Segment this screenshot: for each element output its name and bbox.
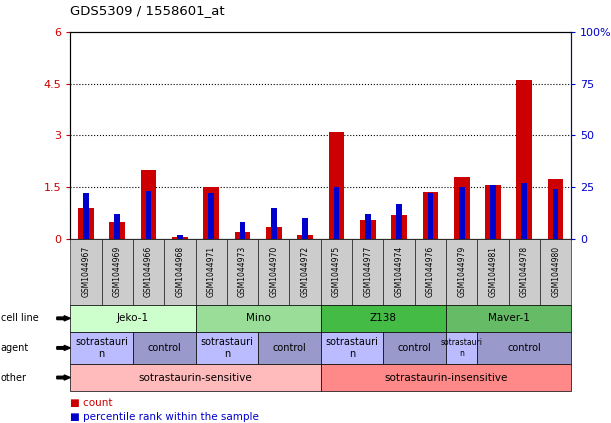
Text: Jeko-1: Jeko-1 <box>117 313 149 323</box>
Bar <box>78 208 93 239</box>
Text: control: control <box>273 343 306 353</box>
Text: control: control <box>508 343 541 353</box>
Bar <box>240 222 245 239</box>
Bar <box>360 220 376 239</box>
Text: Z138: Z138 <box>370 313 397 323</box>
Bar <box>208 193 214 239</box>
Bar <box>428 193 433 239</box>
Bar <box>298 235 313 239</box>
Bar <box>172 237 188 239</box>
Text: GSM1044980: GSM1044980 <box>551 246 560 297</box>
Bar <box>109 222 125 239</box>
Text: GSM1044967: GSM1044967 <box>81 246 90 297</box>
Bar <box>141 170 156 239</box>
Text: sotrastaurin-sensitive: sotrastaurin-sensitive <box>139 373 252 382</box>
Bar <box>146 191 152 239</box>
Bar <box>490 185 496 239</box>
Bar <box>522 183 527 239</box>
Text: GSM1044975: GSM1044975 <box>332 246 341 297</box>
Text: GSM1044969: GSM1044969 <box>113 246 122 297</box>
Text: GSM1044978: GSM1044978 <box>520 246 529 297</box>
Bar <box>516 80 532 239</box>
Bar <box>423 192 438 239</box>
Text: GSM1044977: GSM1044977 <box>364 246 372 297</box>
Text: GSM1044976: GSM1044976 <box>426 246 435 297</box>
Bar <box>485 185 501 239</box>
Text: GSM1044972: GSM1044972 <box>301 246 310 297</box>
Bar <box>329 132 344 239</box>
Bar <box>266 227 282 239</box>
Text: other: other <box>1 373 27 382</box>
Bar <box>271 208 277 239</box>
Text: Maver-1: Maver-1 <box>488 313 530 323</box>
Bar <box>334 187 339 239</box>
Bar <box>553 189 558 239</box>
Text: GSM1044971: GSM1044971 <box>207 246 216 297</box>
Bar <box>177 235 183 239</box>
Bar <box>83 193 89 239</box>
Text: sotrastauri
n: sotrastauri n <box>200 337 254 359</box>
Text: GSM1044979: GSM1044979 <box>457 246 466 297</box>
Bar <box>302 218 308 239</box>
Bar <box>391 215 407 239</box>
Text: control: control <box>398 343 431 353</box>
Text: GSM1044981: GSM1044981 <box>489 246 497 297</box>
Bar <box>365 214 370 239</box>
Text: sotrastauri
n: sotrastauri n <box>75 337 128 359</box>
Text: control: control <box>147 343 181 353</box>
Text: cell line: cell line <box>1 313 38 323</box>
Text: agent: agent <box>1 343 29 353</box>
Bar <box>114 214 120 239</box>
Text: sotrastauri
n: sotrastauri n <box>326 337 379 359</box>
Text: GSM1044974: GSM1044974 <box>395 246 403 297</box>
Bar <box>397 204 402 239</box>
Bar <box>459 187 464 239</box>
Text: GSM1044966: GSM1044966 <box>144 246 153 297</box>
Text: sotrastauri
n: sotrastauri n <box>441 338 483 357</box>
Bar <box>454 177 469 239</box>
Text: sotrastaurin-insensitive: sotrastaurin-insensitive <box>384 373 508 382</box>
Bar <box>203 187 219 239</box>
Text: GSM1044970: GSM1044970 <box>269 246 278 297</box>
Bar <box>548 179 563 239</box>
Text: ■ percentile rank within the sample: ■ percentile rank within the sample <box>70 412 259 422</box>
Text: GSM1044968: GSM1044968 <box>175 246 185 297</box>
Bar <box>235 232 251 239</box>
Text: GDS5309 / 1558601_at: GDS5309 / 1558601_at <box>70 4 225 17</box>
Text: GSM1044973: GSM1044973 <box>238 246 247 297</box>
Text: Mino: Mino <box>246 313 271 323</box>
Text: ■ count: ■ count <box>70 398 113 408</box>
